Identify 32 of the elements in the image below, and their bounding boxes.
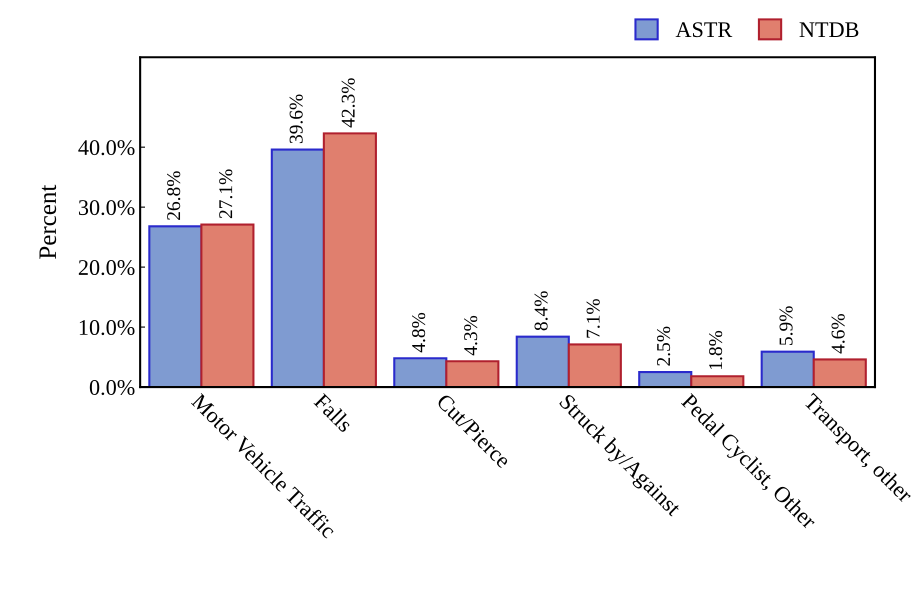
bar (690, 375, 744, 388)
legend-label: NTDB (800, 22, 858, 38)
data-label: 42.3% (342, 78, 355, 128)
data-label: 4.8% (412, 312, 426, 352)
data-label: 2.5% (656, 326, 670, 366)
data-label: 39.6% (290, 94, 303, 144)
bar (148, 225, 202, 388)
bar (568, 343, 622, 388)
bar (270, 148, 325, 388)
data-label: 26.8% (167, 171, 180, 220)
y-tick-label: 20.0% (78, 260, 135, 276)
bar (516, 336, 570, 388)
bar (322, 132, 377, 388)
y-tick-label: 30.0% (78, 200, 135, 216)
data-label: 4.3% (464, 316, 478, 356)
y-tick-label: 40.0% (78, 140, 135, 156)
data-label: 8.4% (534, 291, 548, 330)
bar (812, 358, 867, 388)
data-label: 7.1% (586, 299, 600, 338)
data-label: 1.8% (709, 330, 722, 369)
bar (445, 360, 500, 388)
bar (393, 357, 448, 388)
data-label: 5.9% (779, 306, 793, 345)
bar (638, 371, 692, 388)
legend-label: ASTR (676, 22, 732, 38)
bar (760, 350, 815, 388)
bar (200, 223, 254, 388)
y-tick-label: 10.0% (80, 320, 135, 336)
data-label: 27.1% (219, 169, 232, 218)
y-tick-label: 0.0% (90, 380, 135, 396)
y-axis-title: Percent (40, 184, 56, 259)
data-label: 4.6% (832, 314, 845, 354)
